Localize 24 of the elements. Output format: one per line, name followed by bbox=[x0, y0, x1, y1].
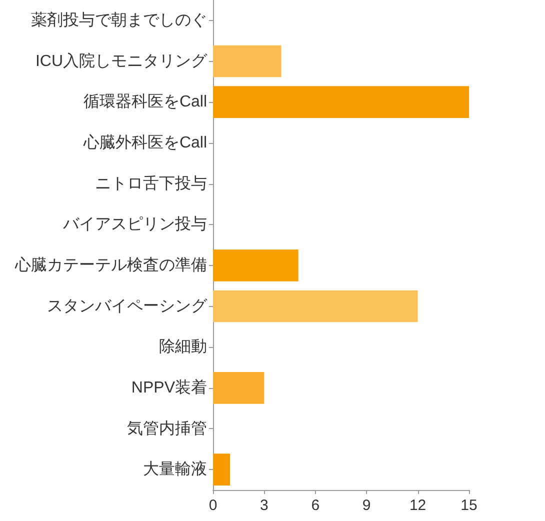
y-tick-label: ニトロ舌下投与 bbox=[95, 174, 207, 192]
bar bbox=[213, 45, 282, 78]
x-tick-label: 6 bbox=[311, 497, 320, 514]
y-tick-label: 心臓カテーテル検査の準備 bbox=[14, 256, 207, 274]
x-tick-label: 12 bbox=[409, 497, 426, 514]
y-tick-label: バイアスピリン投与 bbox=[62, 215, 207, 234]
bar bbox=[213, 86, 469, 118]
x-tick-label: 0 bbox=[208, 497, 218, 514]
x-tick-label: 15 bbox=[460, 497, 478, 514]
y-tick-label: 除細動 bbox=[159, 338, 207, 356]
y-tick-label: 大量輸液 bbox=[143, 460, 207, 478]
y-tick-label: ICU入院しモニタリング bbox=[35, 52, 208, 70]
y-tick-label: 気管内挿管 bbox=[127, 419, 207, 438]
bar bbox=[213, 454, 230, 486]
y-tick-label: スタンバイペーシング bbox=[47, 298, 208, 315]
x-tick-label: 9 bbox=[362, 497, 371, 514]
bar bbox=[213, 290, 418, 322]
x-tick-label: 3 bbox=[260, 497, 268, 514]
bar bbox=[213, 372, 264, 404]
y-tick-label: 心臓外科医をCall bbox=[82, 133, 207, 152]
y-tick-label: 薬剤投与で朝までしのぐ bbox=[31, 10, 207, 29]
y-tick-label: 循環器科医をCall bbox=[83, 92, 207, 111]
bar bbox=[213, 249, 298, 282]
y-tick-label: NPPV装着 bbox=[131, 378, 207, 396]
